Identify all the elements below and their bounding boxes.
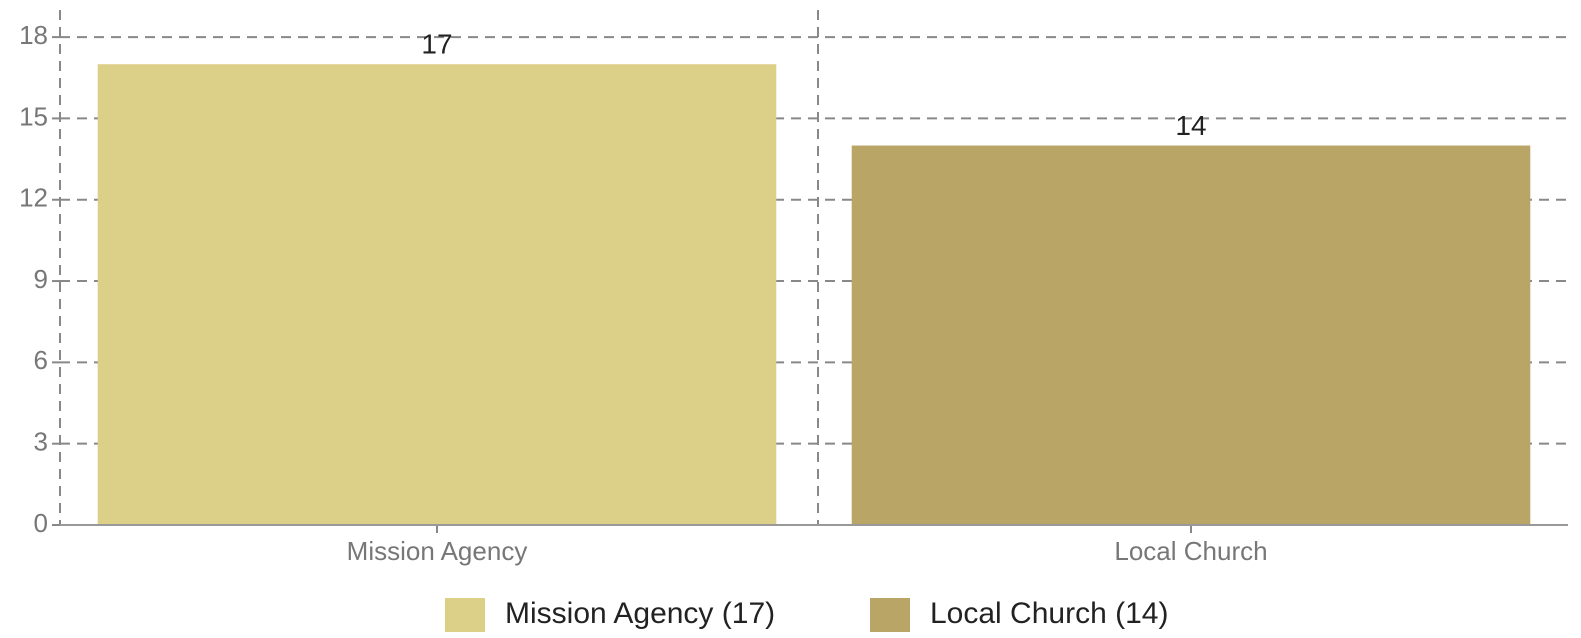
y-tick-label: 0 — [34, 508, 48, 538]
legend-swatch — [445, 598, 485, 632]
y-tick-label: 18 — [19, 20, 48, 50]
y-tick-label: 9 — [34, 264, 48, 294]
bar — [97, 64, 777, 526]
value-label: 17 — [421, 29, 452, 60]
legend-label: Local Church (14) — [930, 597, 1168, 630]
legend-label: Mission Agency (17) — [505, 597, 775, 630]
value-label: 14 — [1175, 110, 1206, 141]
bar — [851, 145, 1531, 526]
y-tick-label: 6 — [34, 345, 48, 375]
x-tick-label: Mission Agency — [347, 536, 528, 566]
y-tick-label: 3 — [34, 427, 48, 457]
y-tick-label: 15 — [19, 101, 48, 131]
x-tick-label: Local Church — [1114, 536, 1267, 566]
y-tick-label: 12 — [19, 183, 48, 213]
legend-swatch — [870, 598, 910, 632]
